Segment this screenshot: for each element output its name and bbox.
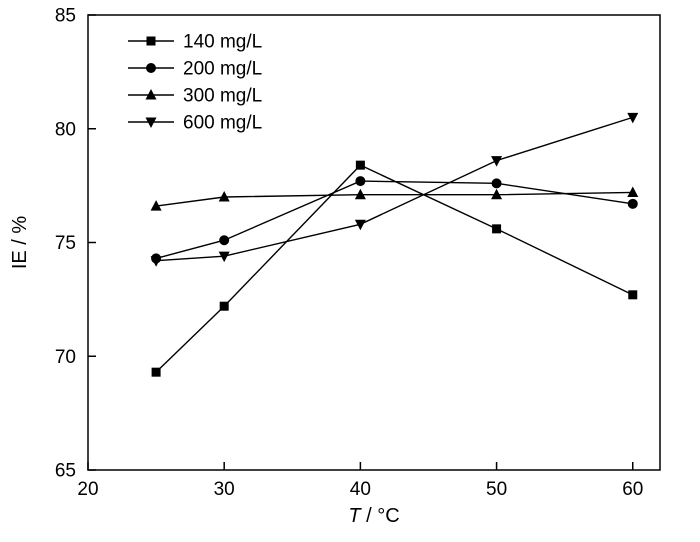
- marker-circle: [491, 178, 502, 189]
- marker-circle: [219, 235, 230, 246]
- y-tick-label: 80: [55, 119, 76, 140]
- legend: 140 mg/L 200 mg/L 300 mg/L 600 mg/L: [128, 32, 262, 134]
- marker-square: [355, 160, 365, 170]
- marker-triangle-up: [218, 191, 230, 202]
- y-tick-label: 70: [55, 347, 76, 368]
- legend-label: 600 mg/L: [183, 113, 262, 134]
- legend-label: 140 mg/L: [183, 32, 262, 53]
- marker-square: [492, 224, 502, 234]
- marker-square: [151, 367, 161, 377]
- y-tick-label: 85: [55, 6, 76, 27]
- marker-circle: [355, 176, 366, 187]
- legend-item-200-mg-l: 200 mg/L: [128, 59, 262, 80]
- marker-square: [628, 290, 638, 300]
- y-tick-label: 75: [55, 233, 76, 254]
- legend-item-140-mg-l: 140 mg/L: [128, 32, 262, 53]
- marker-circle: [627, 198, 638, 209]
- marker-square: [219, 301, 229, 311]
- x-tick-label: 60: [622, 479, 643, 500]
- x-axis: 20 30 40 50 60: [77, 462, 643, 500]
- x-tick-label: 50: [486, 479, 507, 500]
- series-600-mg-l: [150, 112, 639, 267]
- series-200-mg-l: [151, 176, 638, 264]
- marker-triangle-up: [145, 89, 157, 100]
- marker-triangle-up: [627, 186, 639, 197]
- marker-triangle-down: [150, 256, 162, 267]
- y-tick-label: 65: [55, 461, 76, 482]
- marker-triangle-down: [491, 156, 503, 167]
- x-axis-title: T / °C: [348, 505, 399, 527]
- x-tick-label: 30: [214, 479, 235, 500]
- marker-square: [146, 36, 156, 46]
- series-140-mg-l: [151, 160, 638, 377]
- y-axis-title: IE / %: [9, 216, 31, 270]
- legend-item-600-mg-l: 600 mg/L: [128, 113, 262, 134]
- legend-label: 300 mg/L: [183, 86, 262, 107]
- marker-triangle-up: [354, 188, 366, 200]
- y-axis: 65 70 75 80 85: [55, 6, 96, 482]
- marker-triangle-up: [491, 188, 503, 200]
- marker-triangle-down: [218, 251, 230, 263]
- marker-triangle-down: [354, 219, 366, 231]
- series-300-mg-l: [150, 186, 639, 211]
- x-tick-label: 20: [77, 479, 98, 500]
- marker-triangle-down: [627, 112, 639, 124]
- legend-label: 200 mg/L: [183, 59, 262, 80]
- marker-triangle-up: [150, 200, 162, 211]
- legend-item-300-mg-l: 300 mg/L: [128, 86, 262, 107]
- marker-triangle-down: [145, 117, 157, 128]
- marker-circle: [146, 63, 156, 73]
- x-tick-label: 40: [350, 479, 371, 500]
